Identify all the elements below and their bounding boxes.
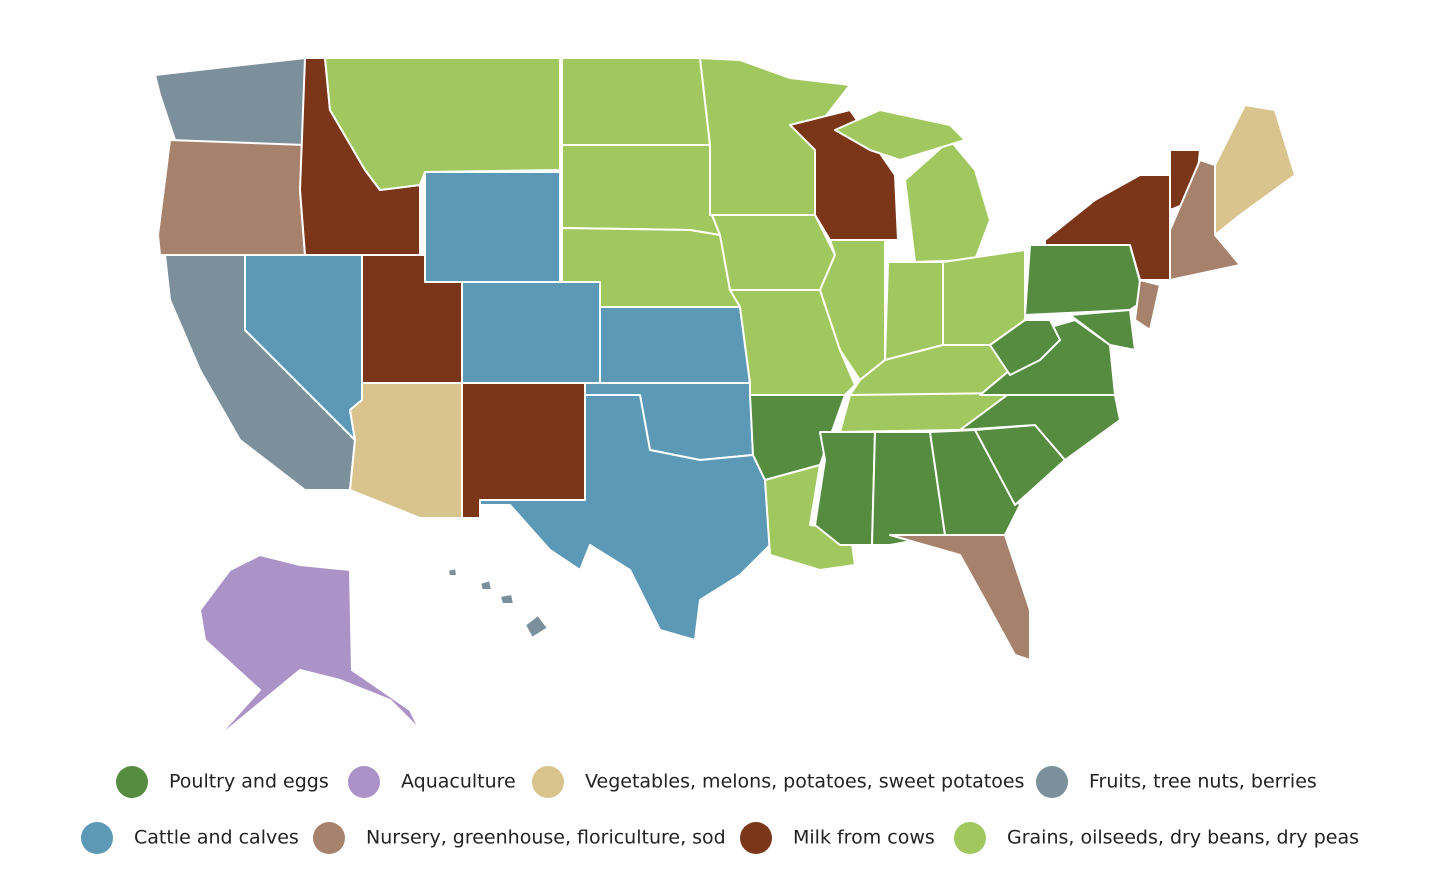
state	[499, 593, 515, 605]
state	[711, 214, 836, 291]
state	[524, 614, 549, 639]
legend-swatch	[116, 766, 148, 798]
state	[324, 57, 561, 191]
state	[479, 579, 493, 591]
state	[561, 144, 721, 236]
legend-swatch	[532, 766, 564, 798]
state	[199, 554, 421, 741]
legend-swatch	[81, 822, 113, 854]
state	[349, 382, 463, 519]
legend-swatch	[954, 822, 986, 854]
state	[904, 139, 991, 263]
legend-label: Milk from cows	[793, 827, 935, 849]
legend-swatch	[313, 822, 345, 854]
state	[461, 281, 601, 384]
legend-swatch	[740, 822, 772, 854]
state	[1214, 104, 1296, 236]
legend-label: Aquaculture	[401, 771, 516, 793]
legend-label: Nursery, greenhouse, floriculture, sod	[366, 827, 726, 849]
state	[157, 139, 306, 256]
state	[479, 394, 771, 641]
legend-label: Cattle and calves	[134, 827, 299, 849]
legend-swatch	[1036, 766, 1068, 798]
state	[424, 171, 561, 283]
state	[1024, 244, 1146, 316]
state	[884, 261, 944, 361]
state	[461, 382, 586, 519]
state	[889, 534, 1031, 661]
legend-label: Fruits, tree nuts, berries	[1089, 771, 1317, 793]
state	[834, 109, 966, 161]
state	[561, 57, 711, 146]
state	[764, 464, 856, 571]
legend-label: Poultry and eggs	[169, 771, 329, 793]
state	[447, 567, 458, 577]
state	[1069, 309, 1136, 351]
state	[1134, 279, 1161, 331]
legend-swatch	[348, 766, 380, 798]
state	[989, 319, 1061, 376]
state	[814, 431, 876, 546]
legend: Poultry and eggs Aquaculture Vegetables, m…	[81, 766, 1359, 854]
legend-label: Vegetables, melons, potatoes, sweet pota…	[585, 771, 1024, 793]
legend-label: Grains, oilseeds, dry beans, dry peas	[1007, 827, 1359, 849]
states	[154, 57, 1296, 741]
state	[599, 306, 751, 384]
state	[819, 239, 886, 381]
